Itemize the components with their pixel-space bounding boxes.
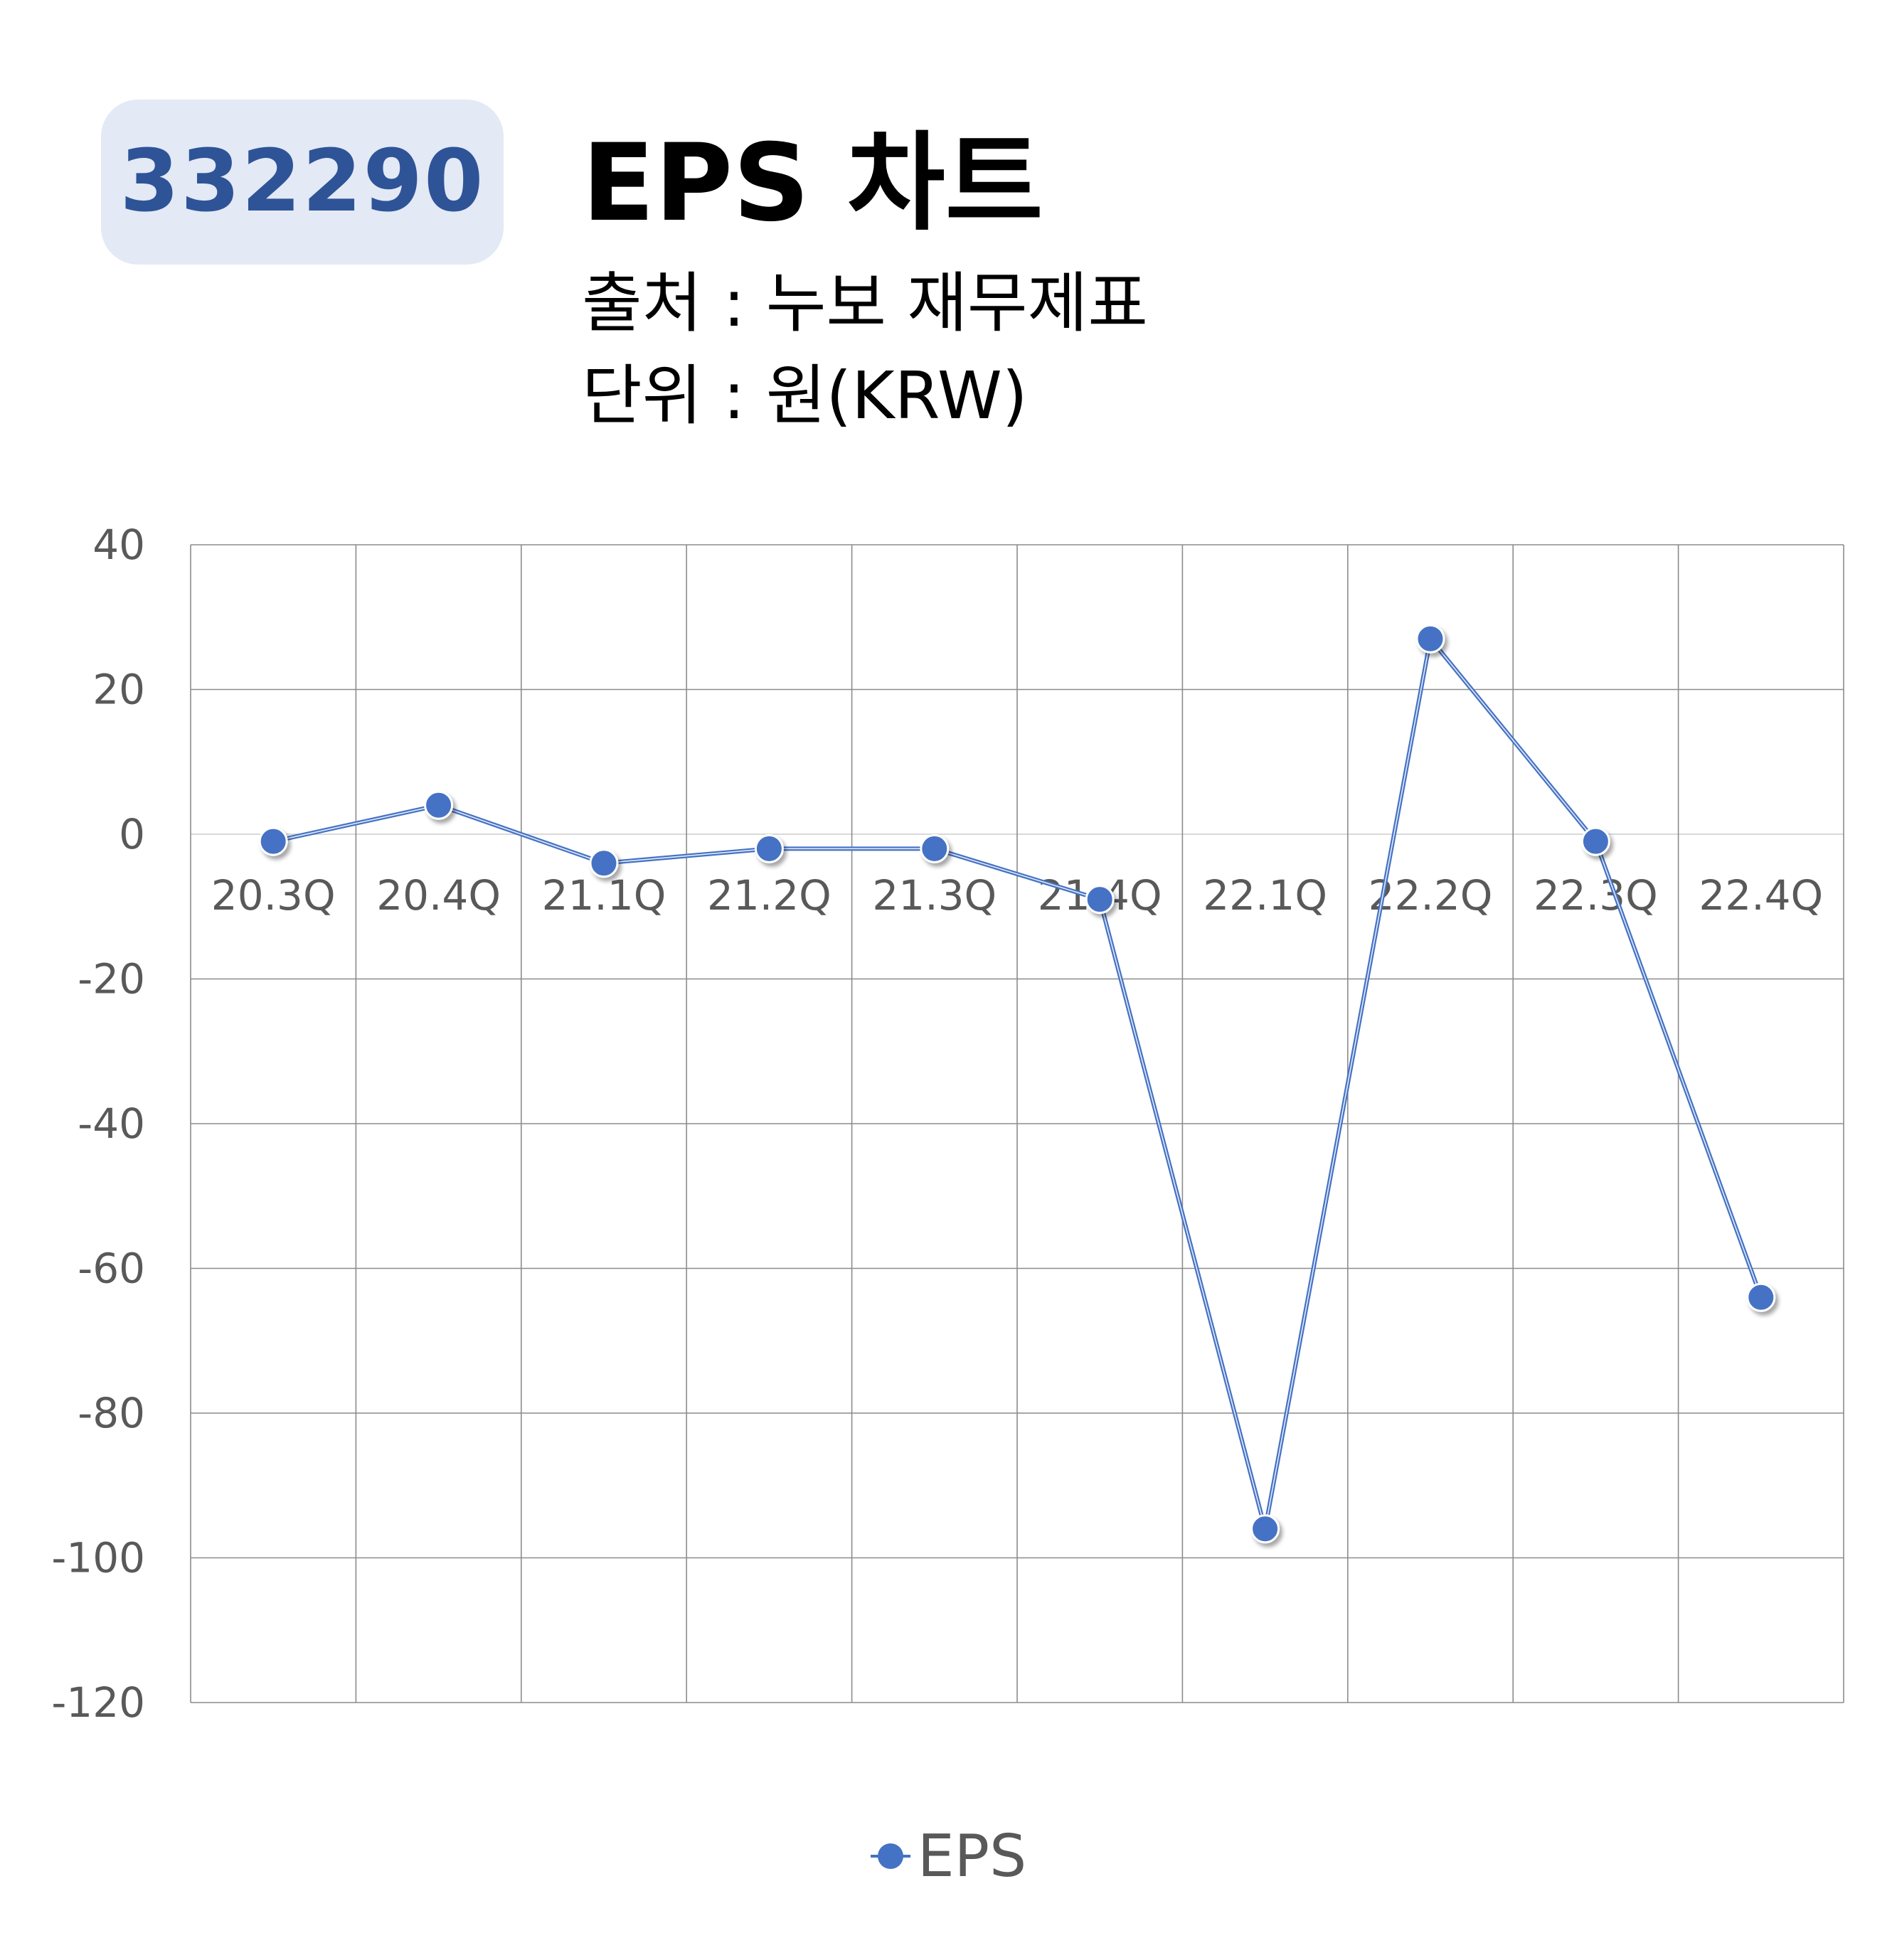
y-tick-label: -20	[78, 955, 145, 1003]
eps-data-point	[754, 833, 784, 863]
eps-data-point	[424, 790, 454, 820]
y-tick-label: 0	[119, 810, 145, 858]
x-tick-label: 22.1Q	[1203, 871, 1327, 920]
chart-title: EPS 차트	[582, 122, 1043, 245]
eps-data-point	[589, 848, 619, 878]
unit-text: 단위 : 원(KRW)	[582, 358, 1028, 434]
x-tick-label: 21.3Q	[872, 871, 997, 920]
eps-line-highlight	[273, 638, 1762, 1530]
y-tick-label: -60	[78, 1245, 145, 1293]
stock-code-badge: 332290	[101, 100, 504, 265]
eps-data-point	[1250, 1514, 1280, 1544]
y-tick-label: -80	[78, 1389, 145, 1437]
eps-data-point	[1415, 624, 1445, 654]
x-axis-tick-labels: 20.3Q20.4Q21.1Q21.2Q21.3Q21.4Q22.1Q22.2Q…	[211, 871, 1823, 920]
x-tick-label: 22.3Q	[1534, 871, 1658, 920]
eps-data-point	[1746, 1282, 1776, 1312]
y-axis-tick-labels: 40 20 0 -20 -40 -60 -80 -100 -120	[51, 521, 145, 1727]
x-tick-label: 22.4Q	[1699, 871, 1823, 920]
x-tick-label: 21.2Q	[707, 871, 831, 920]
y-tick-label: -40	[78, 1099, 145, 1148]
chart-legend: EPS	[0, 1821, 1897, 1892]
eps-data-point	[920, 833, 950, 863]
grid-lines	[190, 544, 1844, 1703]
y-tick-label: -120	[51, 1678, 145, 1727]
legend-label: EPS	[917, 1822, 1027, 1890]
legend-marker-icon	[870, 1836, 910, 1876]
y-tick-label: 20	[92, 666, 145, 714]
legend-item-eps: EPS	[870, 1822, 1027, 1890]
source-text: 출처 : 누보 재무제표	[582, 265, 1148, 341]
x-tick-label: 20.4Q	[376, 871, 501, 920]
x-tick-label: 22.2Q	[1369, 871, 1493, 920]
eps-data-point	[1085, 885, 1115, 915]
eps-data-point	[258, 826, 288, 856]
x-tick-label: 20.3Q	[211, 871, 336, 920]
y-tick-label: 40	[92, 521, 145, 569]
y-tick-label: -100	[51, 1534, 145, 1582]
eps-series	[258, 624, 1776, 1544]
eps-data-point	[1580, 826, 1610, 856]
chart-header: 332290 EPS 차트 출처 : 누보 재무제표 단위 : 원(KRW)	[0, 0, 1897, 469]
x-tick-label: 21.1Q	[542, 871, 666, 920]
